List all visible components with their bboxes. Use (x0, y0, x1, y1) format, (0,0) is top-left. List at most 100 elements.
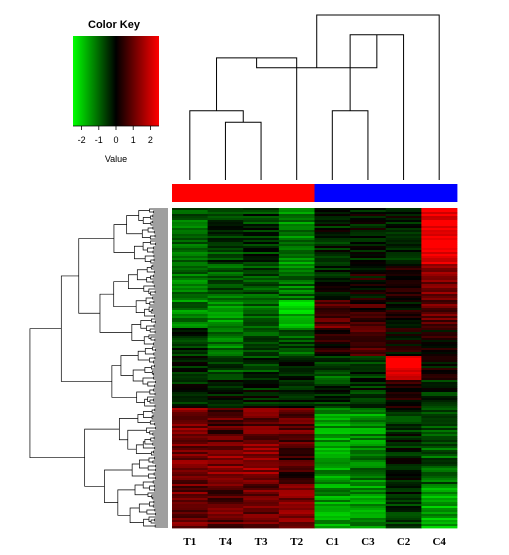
heatmap-cell (350, 256, 387, 259)
heatmap-cell (421, 298, 458, 301)
heatmap-cell (243, 414, 280, 417)
heatmap-cell (243, 498, 280, 501)
heatmap-cell (385, 474, 422, 477)
heatmap-cell (278, 246, 315, 249)
dendrogram-link (152, 442, 168, 446)
heatmap-cell (207, 332, 244, 335)
heatmap-cell (314, 388, 351, 391)
heatmap-cell (421, 242, 458, 245)
heatmap-cell (207, 436, 244, 439)
heatmap-cell (350, 474, 387, 477)
heatmap-cell (385, 332, 422, 335)
heatmap-cell (421, 230, 458, 233)
heatmap-cell (172, 430, 209, 433)
heatmap-cell (350, 324, 387, 327)
heatmap-cell (278, 396, 315, 399)
heatmap-cell (278, 372, 315, 375)
dendrogram-link (149, 420, 168, 425)
heatmap-cell (421, 334, 458, 337)
heatmap-cell (243, 422, 280, 425)
heatmap-cell (421, 484, 458, 487)
heatmap-cell (385, 392, 422, 395)
heatmap-cell (243, 466, 280, 469)
heatmap-cell (421, 428, 458, 431)
heatmap-cell (350, 340, 387, 343)
heatmap-cell (207, 452, 244, 455)
heatmap-cell (207, 408, 244, 411)
heatmap-cell (243, 492, 280, 495)
heatmap-cell (243, 382, 280, 385)
heatmap-cell (385, 510, 422, 513)
heatmap-cell (243, 420, 280, 423)
heatmap-cell (172, 268, 209, 271)
heatmap-cell (385, 248, 422, 251)
heatmap-cell (278, 230, 315, 233)
dendrogram-link (154, 234, 168, 238)
heatmap-cell (207, 218, 244, 221)
heatmap-cell (278, 476, 315, 479)
heatmap-cell (278, 286, 315, 289)
heatmap-cell (172, 352, 209, 355)
heatmap-cell (278, 216, 315, 219)
heatmap-cell (243, 350, 280, 353)
heatmap-cell (350, 218, 387, 221)
heatmap-cell (243, 264, 280, 267)
heatmap-cell (278, 228, 315, 231)
heatmap-cell (243, 460, 280, 463)
heatmap-cell (207, 274, 244, 277)
heatmap-cell (207, 412, 244, 415)
heatmap-cell (314, 400, 351, 403)
heatmap-cell (207, 320, 244, 323)
dendrogram-link (151, 494, 168, 499)
heatmap-cell (421, 378, 458, 381)
heatmap-cell (243, 314, 280, 317)
heatmap-cell (421, 424, 458, 427)
heatmap-cell (207, 330, 244, 333)
heatmap-cell (385, 270, 422, 273)
heatmap-cell (314, 312, 351, 315)
heatmap-cell (172, 214, 209, 217)
heatmap-cell (385, 402, 422, 405)
heatmap-cell (314, 350, 351, 353)
column-group-cell (207, 184, 244, 202)
heatmap-cell (243, 274, 280, 277)
heatmap-cell (172, 388, 209, 391)
dendrogram-link (152, 460, 168, 464)
heatmap-cell (350, 448, 387, 451)
heatmap-cell (421, 310, 458, 313)
heatmap-cell (385, 366, 422, 369)
heatmap-cell (243, 294, 280, 297)
heatmap-cell (314, 324, 351, 327)
heatmap-cell (207, 248, 244, 251)
dendrogram-link (144, 308, 155, 317)
heatmap-cell (421, 414, 458, 417)
heatmap-cell (314, 258, 351, 261)
heatmap-cell (207, 316, 244, 319)
heatmap-cell (172, 412, 209, 415)
heatmap-cell (385, 362, 422, 365)
heatmap-cell (385, 356, 422, 359)
heatmap-cell (278, 512, 315, 515)
heatmap-cell (278, 340, 315, 343)
heatmap-cell (243, 256, 280, 259)
heatmap-cell (314, 304, 351, 307)
heatmap-cell (350, 502, 387, 505)
heatmap-cell (314, 466, 351, 469)
heatmap-cell (350, 228, 387, 231)
dendrogram-link (152, 226, 168, 230)
heatmap-cell (243, 334, 280, 337)
heatmap-cell (207, 306, 244, 309)
heatmap-cell (172, 314, 209, 317)
heatmap-cell (314, 376, 351, 379)
heatmap-cell (243, 316, 280, 319)
heatmap-cell (385, 226, 422, 229)
heatmap-cell (350, 398, 387, 401)
heatmap-cell (314, 500, 351, 503)
heatmap-cell (278, 418, 315, 421)
heatmap-cell (385, 344, 422, 347)
heatmap-cell (278, 320, 315, 323)
color-key-tick-label: -2 (78, 135, 86, 145)
heatmap-cell (350, 380, 387, 383)
heatmap-cell (350, 312, 387, 315)
heatmap-cell (421, 210, 458, 213)
